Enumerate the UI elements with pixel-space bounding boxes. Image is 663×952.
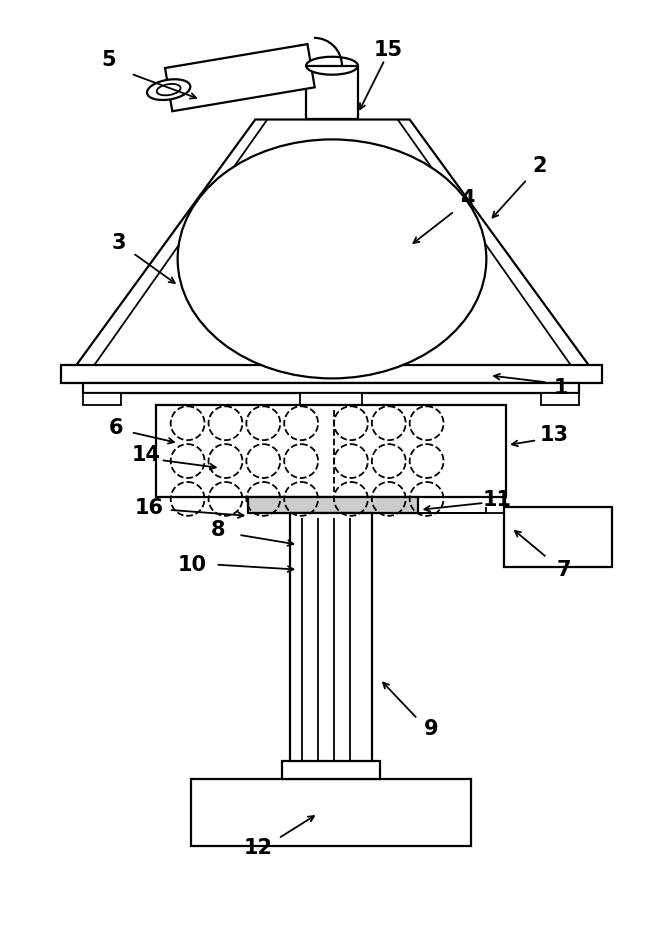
Text: 7: 7 <box>557 560 572 580</box>
Ellipse shape <box>156 84 180 95</box>
Bar <box>156 406 507 497</box>
Bar <box>541 393 579 406</box>
Text: 10: 10 <box>178 555 207 575</box>
Bar <box>306 66 358 120</box>
Text: 3: 3 <box>111 233 126 253</box>
Text: 6: 6 <box>109 418 123 438</box>
Ellipse shape <box>306 57 358 74</box>
Text: 8: 8 <box>211 520 225 540</box>
Bar <box>282 761 380 779</box>
Text: 16: 16 <box>135 498 163 518</box>
Text: 5: 5 <box>101 50 116 69</box>
Text: 4: 4 <box>460 189 475 209</box>
Bar <box>190 779 471 846</box>
Ellipse shape <box>178 139 487 378</box>
Bar <box>83 384 579 393</box>
Text: 15: 15 <box>373 40 402 60</box>
Bar <box>290 513 372 779</box>
Text: 11: 11 <box>483 490 512 510</box>
Text: 9: 9 <box>424 719 439 739</box>
Bar <box>61 366 602 384</box>
Polygon shape <box>165 44 315 111</box>
Bar <box>249 497 418 513</box>
Text: 12: 12 <box>244 839 272 859</box>
Text: 13: 13 <box>540 426 569 446</box>
Text: 2: 2 <box>532 156 546 176</box>
Ellipse shape <box>147 79 190 100</box>
Bar <box>83 393 121 406</box>
Bar <box>300 393 362 406</box>
Polygon shape <box>76 120 589 366</box>
Text: 14: 14 <box>131 446 160 466</box>
Bar <box>505 506 612 566</box>
Text: 1: 1 <box>554 378 568 398</box>
